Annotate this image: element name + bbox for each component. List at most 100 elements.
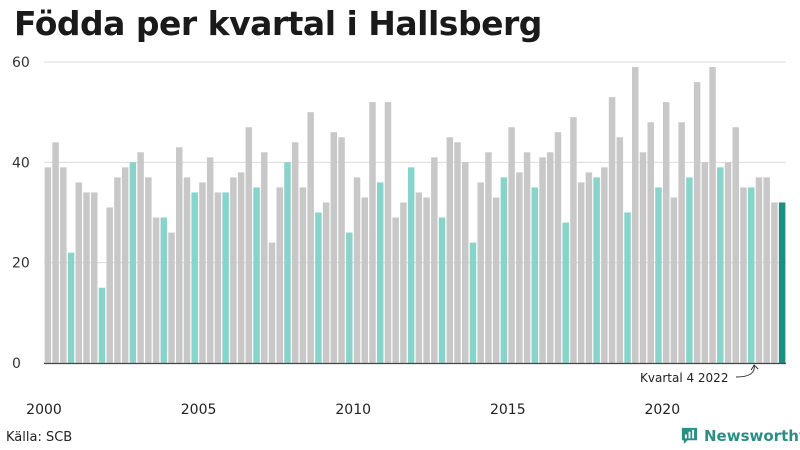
bar — [129, 162, 137, 363]
x-axis-ticks: 2000 2005 2010 2015 2020 — [26, 402, 680, 418]
bar — [376, 182, 384, 363]
bar — [523, 152, 531, 363]
bar — [755, 177, 763, 363]
bar — [431, 157, 438, 363]
bar — [608, 97, 616, 364]
bar — [539, 157, 546, 363]
bar — [98, 287, 106, 363]
bar — [531, 187, 539, 363]
x-tick-label: 2015 — [490, 402, 526, 418]
bar — [662, 102, 670, 363]
bar — [353, 177, 361, 363]
bar — [60, 167, 67, 363]
bar — [647, 122, 654, 363]
bar — [369, 102, 376, 363]
bar — [176, 147, 183, 363]
bar — [639, 152, 647, 363]
bar — [261, 152, 268, 363]
bar — [253, 187, 260, 363]
bar — [601, 167, 608, 363]
bar — [577, 182, 585, 363]
bar — [670, 197, 678, 363]
bar — [44, 167, 52, 363]
bar — [461, 162, 469, 363]
bar — [160, 217, 168, 363]
bar — [701, 162, 709, 363]
bar — [693, 82, 701, 363]
bar — [330, 132, 338, 363]
y-tick-label: 40 — [12, 155, 30, 171]
bar — [67, 252, 75, 363]
bar — [75, 182, 83, 363]
bar — [206, 157, 214, 363]
bar — [145, 177, 152, 363]
bar — [771, 202, 778, 363]
bar — [384, 102, 392, 363]
bar — [624, 212, 631, 363]
bar — [655, 187, 662, 363]
bar — [237, 172, 245, 363]
brand-name: Newsworthy — [704, 426, 800, 445]
bar — [686, 177, 693, 363]
bar — [83, 192, 90, 363]
bar — [183, 177, 191, 363]
bar — [616, 137, 624, 363]
bar — [191, 192, 198, 363]
bar — [485, 152, 492, 363]
bar — [346, 232, 353, 363]
annotation-arrowhead — [750, 364, 759, 371]
bar — [137, 152, 144, 363]
bar — [222, 192, 229, 363]
bar — [562, 222, 569, 363]
bar — [740, 187, 747, 363]
bar — [307, 112, 314, 363]
bar — [230, 177, 237, 363]
bar — [717, 167, 724, 363]
bar — [446, 137, 454, 363]
bar — [454, 142, 461, 363]
bar — [407, 167, 415, 363]
bar — [585, 172, 593, 363]
chart-title: Födda per kvartal i Hallsberg — [14, 4, 542, 43]
annotation-arrow — [735, 364, 755, 378]
brand-badge: Newsworthy — [680, 426, 800, 445]
bar — [168, 232, 175, 363]
bar — [709, 67, 716, 364]
bar — [724, 162, 732, 363]
bar — [570, 117, 577, 364]
bar — [477, 182, 484, 363]
bar — [593, 177, 600, 363]
bar — [392, 217, 399, 363]
bar — [106, 207, 113, 363]
bars — [44, 67, 786, 364]
bar — [52, 142, 59, 363]
bar — [492, 197, 500, 363]
bar — [268, 242, 276, 363]
bar — [732, 127, 739, 363]
y-tick-label: 0 — [12, 356, 21, 372]
annotations: Kvartal 4 2022 — [640, 364, 759, 385]
bar — [299, 187, 307, 363]
bar — [632, 67, 639, 364]
bar — [508, 127, 515, 363]
x-tick-label: 2010 — [335, 402, 371, 418]
bar — [361, 197, 368, 363]
gridlines — [44, 61, 786, 264]
bar — [322, 202, 330, 363]
x-tick-label: 2005 — [181, 402, 217, 418]
bar — [423, 197, 430, 363]
x-tick-label: 2020 — [644, 402, 680, 418]
annotation-label: Kvartal 4 2022 — [640, 371, 728, 385]
bar — [121, 167, 129, 363]
bar — [747, 187, 755, 363]
bar — [276, 187, 283, 363]
bar — [315, 212, 322, 363]
bar — [469, 242, 477, 363]
bar — [400, 202, 407, 363]
bar — [415, 192, 423, 363]
y-tick-label: 60 — [12, 55, 30, 71]
bar — [338, 137, 345, 363]
bar — [291, 142, 299, 363]
bar — [284, 162, 291, 363]
